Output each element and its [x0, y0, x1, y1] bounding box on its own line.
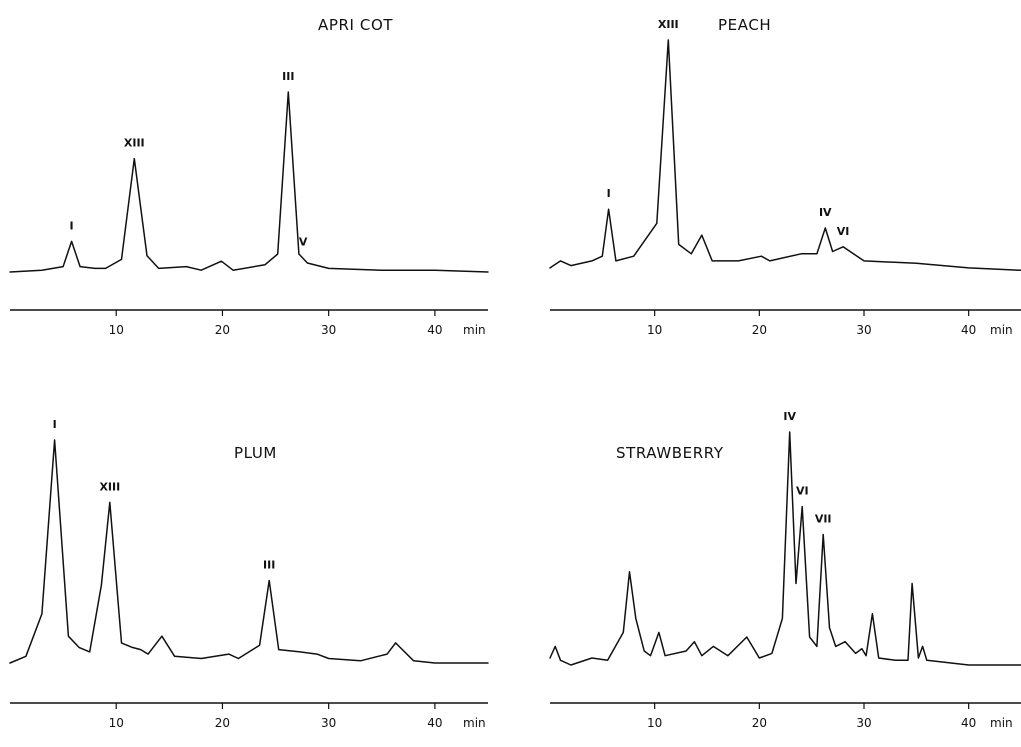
x-tick-label: 20	[752, 716, 767, 730]
panel-title: STRAWBERRY	[616, 444, 724, 462]
peak-label: VI	[796, 485, 809, 498]
x-unit-label: min	[990, 323, 1013, 337]
panel-title: APRI COT	[318, 16, 393, 34]
chromatogram-trace	[549, 431, 1021, 666]
x-tick-label: 10	[109, 323, 124, 337]
x-tick-label: 40	[961, 716, 976, 730]
panel-title: PLUM	[234, 444, 277, 462]
x-tick-label: 20	[215, 716, 230, 730]
peak-label: XIII	[124, 137, 145, 150]
x-tick-label: 40	[427, 323, 442, 337]
peak-label: I	[70, 219, 74, 232]
peak-label: IV	[783, 410, 796, 423]
x-tick-label: 30	[856, 716, 871, 730]
x-unit-label: min	[463, 323, 486, 337]
panel-peach: PEACH 10 20 30 40 min I XIII IV VI	[549, 16, 1021, 337]
x-tick-label: 30	[856, 323, 871, 337]
x-tick-label: 10	[109, 716, 124, 730]
panel-strawberry: STRAWBERRY 10 20 30 40 min IV VI VII	[549, 410, 1021, 730]
x-tick-label: 40	[961, 323, 976, 337]
peak-label: VI	[837, 225, 850, 238]
peak-label: I	[607, 187, 611, 200]
peak-label: XIII	[658, 18, 679, 31]
peak-label: III	[263, 558, 275, 571]
chromatogram-trace	[9, 91, 489, 273]
x-tick-label: 30	[321, 716, 336, 730]
peak-label: V	[299, 236, 308, 249]
panel-plum: PLUM 10 20 30 40 min I XIII III	[9, 418, 489, 730]
panel-apricot: APRI COT 10 20 30 40 min I XIII III V	[9, 16, 489, 337]
peak-label: IV	[819, 206, 832, 219]
x-tick-label: 20	[215, 323, 230, 337]
peak-label: VII	[815, 513, 832, 526]
x-tick-label: 40	[427, 716, 442, 730]
x-tick-label: 10	[647, 716, 662, 730]
x-tick-label: 10	[647, 323, 662, 337]
x-tick-label: 20	[752, 323, 767, 337]
peak-label: I	[53, 418, 57, 431]
chromatogram-trace	[549, 39, 1021, 272]
x-tick-label: 30	[321, 323, 336, 337]
peak-label: XIII	[99, 480, 120, 493]
x-unit-label: min	[463, 716, 486, 730]
chromatogram-trace	[9, 439, 489, 664]
x-unit-label: min	[990, 716, 1013, 730]
panel-title: PEACH	[718, 16, 771, 34]
peak-label: III	[282, 70, 294, 83]
